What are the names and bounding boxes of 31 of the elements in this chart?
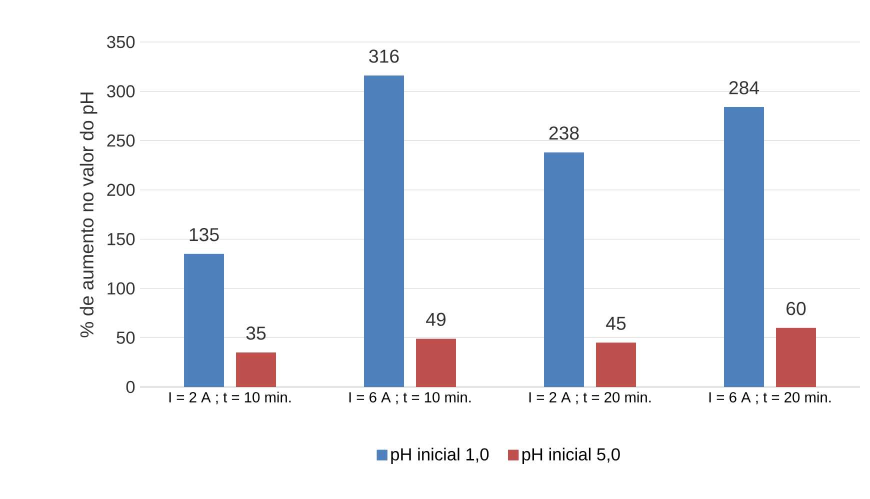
y-tick-label: 200 [107, 184, 135, 196]
x-tick-label: I = 2 A ; t = 20 min. [529, 392, 651, 404]
data-label: 60 [786, 302, 806, 316]
data-label: 35 [246, 326, 266, 340]
data-label: 316 [369, 50, 399, 63]
y-tick-label: 300 [107, 85, 135, 98]
data-label: 238 [549, 126, 579, 140]
bar [724, 107, 764, 387]
x-tick-label: I = 6 A ; t = 10 min. [349, 392, 471, 404]
data-label: 284 [729, 81, 760, 94]
bar [596, 342, 636, 387]
bar [416, 338, 456, 387]
y-tick-label: 50 [116, 332, 135, 344]
bar [364, 76, 404, 387]
y-tick-label: 100 [108, 282, 135, 295]
x-tick-label: I = 6 A ; t = 20 min. [709, 392, 831, 404]
y-tick-label: 350 [107, 36, 135, 48]
bar [544, 152, 584, 387]
x-tick-label: I = 2 A ; t = 10 min. [169, 392, 291, 404]
y-tick-label: 250 [107, 134, 135, 147]
data-label: 49 [426, 312, 446, 326]
y-tick-label: 150 [108, 232, 135, 246]
data-label: 45 [606, 316, 626, 330]
bar [236, 352, 276, 387]
legend-label: pH inicial 1,0 [391, 448, 489, 464]
y-axis-title: % de aumento no valor do pH [80, 92, 98, 338]
bar [184, 254, 224, 387]
legend-label: pH inicial 5,0 [522, 448, 620, 464]
bar [776, 328, 816, 387]
data-label: 135 [190, 228, 219, 242]
y-tick-label: 0 [126, 380, 135, 394]
